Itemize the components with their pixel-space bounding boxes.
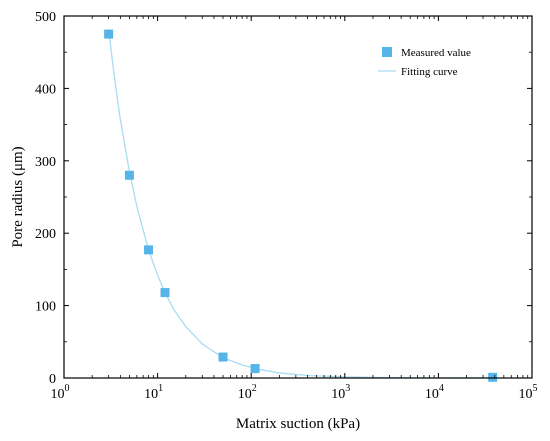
legend-marker-measured	[382, 47, 392, 57]
x-axis-title: Matrix suction (kPa)	[236, 416, 360, 432]
measured-point	[104, 29, 114, 39]
y-axis-title: Pore radius (μm)	[10, 146, 26, 247]
legend-label-measured: Measured value	[401, 47, 471, 59]
measured-point	[144, 245, 154, 255]
measured-point	[218, 352, 228, 362]
y-tick-label: 300	[35, 155, 56, 170]
x-tick-label: 104	[425, 383, 444, 402]
y-tick-label: 200	[35, 227, 56, 242]
x-tick-label: 101	[144, 383, 163, 402]
x-tick-label: 105	[519, 383, 538, 402]
y-tick-label: 400	[35, 82, 56, 97]
legend: Measured value Fitting curve	[370, 40, 500, 83]
measured-point	[124, 170, 134, 180]
y-tick-label: 500	[35, 10, 56, 25]
measured-point	[488, 372, 498, 382]
measured-point	[250, 364, 260, 374]
legend-label-fitting: Fitting curve	[401, 66, 458, 78]
x-tick-label: 103	[331, 383, 350, 402]
plot-area	[104, 29, 498, 382]
measured-point	[160, 288, 170, 298]
x-tick-label: 100	[51, 383, 70, 402]
y-tick-label: 100	[35, 300, 56, 315]
x-tick-label: 102	[238, 383, 257, 402]
y-tick-label: 0	[49, 372, 56, 387]
